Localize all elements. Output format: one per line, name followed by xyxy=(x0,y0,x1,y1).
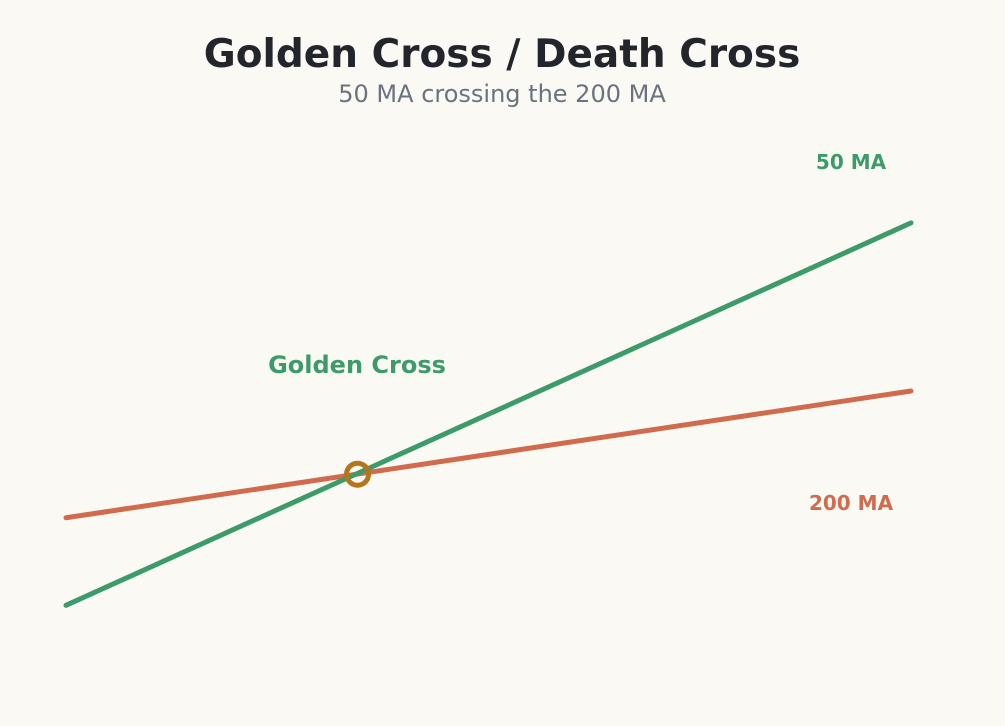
series-label-50-ma: 50 MA xyxy=(816,150,887,174)
golden-cross-label: Golden Cross xyxy=(268,351,446,379)
golden-cross-marker xyxy=(344,460,372,488)
series-line-50-ma xyxy=(63,220,914,608)
series-line-200-ma xyxy=(63,388,914,521)
chart-title: Golden Cross / Death Cross xyxy=(204,32,801,77)
chart-subtitle: 50 MA crossing the 200 MA xyxy=(338,80,666,108)
series-label-200-ma: 200 MA xyxy=(809,491,894,515)
